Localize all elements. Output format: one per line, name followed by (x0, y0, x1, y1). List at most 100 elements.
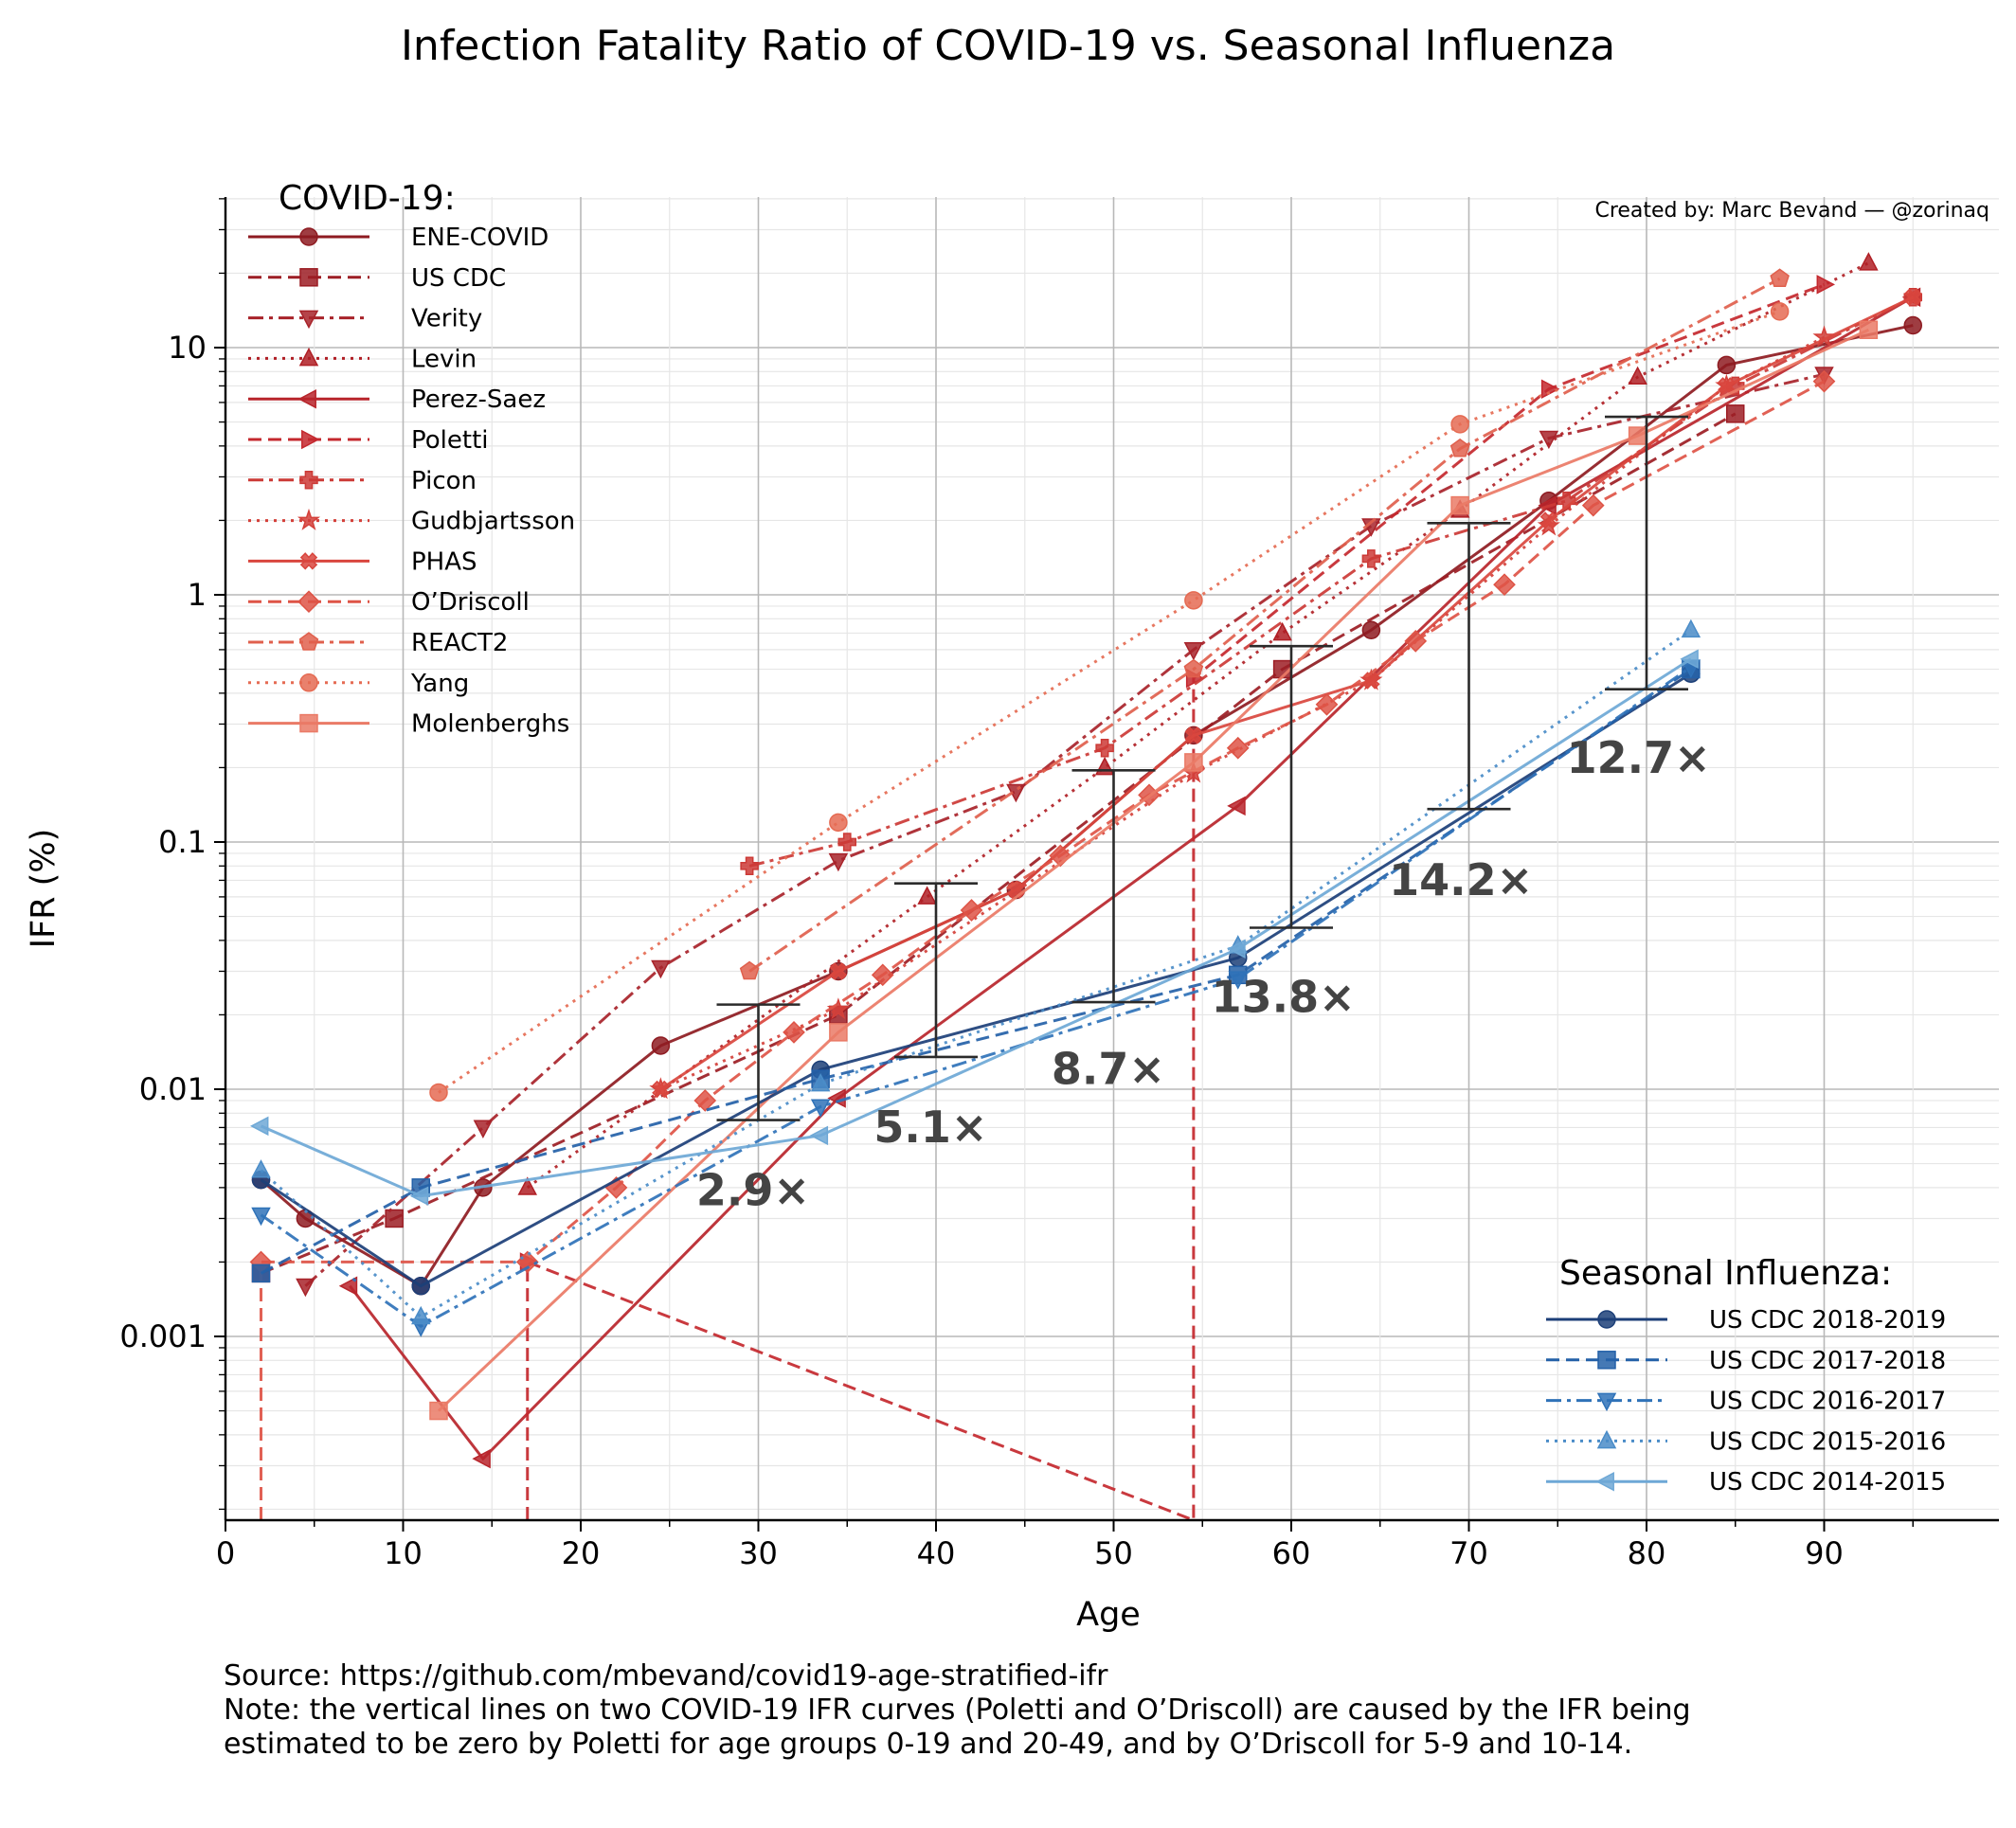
flu-data-point (251, 1159, 271, 1178)
covid-legend-label: US CDC (411, 264, 506, 293)
covid-data-point (1184, 726, 1203, 744)
flu-legend-item: US CDC 2015-2016 (1546, 1427, 1946, 1456)
flu-legend-swatch-marker (1595, 1471, 1614, 1492)
covid-legend-swatch-marker (297, 388, 316, 409)
covid-data-point (1770, 302, 1790, 321)
ratio-label: 2.9× (696, 1164, 810, 1215)
covid-legend-swatch-marker (297, 590, 320, 614)
covid-data-point (828, 852, 849, 872)
covid-data-point (1315, 692, 1339, 716)
covid-legend-label: Verity (411, 305, 482, 333)
flu-data-point (810, 1099, 831, 1118)
x-tick-label: 40 (917, 1535, 956, 1571)
covid-legend-item: REACT2 (248, 629, 508, 657)
covid-data-point (1581, 493, 1605, 517)
flu-data-point (1681, 618, 1701, 638)
covid-data-point (829, 962, 848, 980)
covid-legend: COVID-19: ENE-COVID US CDC Verity Levin Pere… (248, 179, 575, 739)
covid-data-point (296, 1278, 315, 1298)
covid-data-point (1726, 404, 1745, 423)
covid-series-0 (251, 315, 1922, 1296)
ratio-label: 5.1× (873, 1102, 987, 1153)
covid-legend-label: Molenberghs (411, 710, 569, 739)
chart-footer: Source: https://github.com/mbevand/covid… (224, 1659, 1976, 1762)
flu-legend-swatch-marker (1596, 1429, 1617, 1449)
covid-data-point (1859, 320, 1879, 339)
flu-legend-item: US CDC 2017-2018 (1546, 1347, 1946, 1375)
covid-data-point (1450, 495, 1469, 515)
covid-data-point (1812, 369, 1836, 393)
covid-data-point (1903, 315, 1922, 335)
flu-data-point (249, 1116, 269, 1137)
covid-legend-swatch-marker (298, 632, 319, 651)
covid-legend-swatch-marker (301, 429, 320, 450)
covid-legend-label: REACT2 (411, 629, 508, 657)
covid-legend-item: ENE-COVID (248, 224, 549, 252)
covid-data-point (1404, 629, 1428, 653)
covid-legend-swatch-marker (299, 471, 318, 490)
covid-data-point (385, 1209, 404, 1228)
ratio-annotation: 14.2× (1389, 522, 1533, 905)
x-tick-label: 50 (1094, 1535, 1133, 1571)
x-tick-label: 90 (1805, 1535, 1844, 1571)
flu-data-point (251, 1263, 271, 1283)
covid-legend-item: Verity (248, 305, 482, 333)
flu-series-line (260, 668, 1692, 1275)
covid-legend-item: Levin (248, 345, 477, 373)
footer-note-line-1: Note: the vertical lines on two COVID-19… (224, 1694, 1691, 1727)
covid-data-point (1717, 355, 1737, 375)
covid-series-line (437, 328, 1870, 1412)
covid-data-point (829, 813, 848, 833)
covid-data-point (693, 1089, 717, 1112)
flu-data-point (1227, 939, 1246, 959)
covid-legend-swatch-marker (298, 310, 319, 330)
covid-data-point (472, 1448, 491, 1469)
covid-series-5 (519, 275, 1836, 1523)
covid-data-point (960, 899, 983, 922)
ratio-label: 14.2× (1389, 854, 1533, 905)
covid-data-point (1539, 430, 1559, 450)
covid-data-point (338, 1276, 358, 1296)
covid-legend-swatch-marker (298, 347, 319, 367)
covid-data-point (1226, 736, 1250, 760)
flu-series-0 (251, 664, 1701, 1296)
flu-legend-label: US CDC 2014-2015 (1709, 1468, 1946, 1496)
flu-series-line (260, 672, 1692, 1288)
covid-legend-item: Picon (248, 467, 477, 495)
flu-legend-label: US CDC 2017-2018 (1709, 1347, 1946, 1375)
covid-series-4 (338, 287, 1921, 1469)
flu-data-point (411, 1305, 431, 1325)
flu-data-point (1680, 649, 1699, 670)
covid-data-point (1540, 379, 1560, 399)
ratio-annotation: 12.7× (1567, 415, 1711, 783)
footer-note-line-2: estimated to be zero by Poletti for age … (224, 1728, 1633, 1761)
y-tick-label: 1 (188, 577, 207, 613)
covid-data-point (829, 1023, 848, 1042)
covid-legend-swatch-marker (299, 713, 318, 733)
covid-legend-item: Gudbjartsson (248, 508, 575, 536)
ratio-annotation: 8.7× (1052, 769, 1165, 1094)
covid-data-point (1812, 325, 1836, 348)
covid-legend-item: Perez-Saez (248, 385, 546, 414)
covid-series-line (748, 277, 1781, 973)
x-tick-label: 20 (562, 1535, 601, 1571)
covid-series-11 (429, 302, 1790, 1102)
footer-source: Source: https://github.com/mbevand/covid… (224, 1659, 1108, 1693)
flu-legend-swatch-marker (1596, 1392, 1617, 1412)
y-tick-label: 0.001 (119, 1318, 207, 1354)
y-tick-label: 0.01 (139, 1071, 207, 1107)
covid-data-point (1539, 511, 1558, 529)
covid-series-line (260, 380, 1826, 1520)
covid-legend-item: PHAS (248, 547, 477, 576)
y-axis-label: IFR (%) (25, 829, 63, 948)
covid-legend-swatch-marker (299, 673, 318, 692)
covid-legend-label: O’Driscoll (411, 588, 530, 617)
x-tick-label: 80 (1628, 1535, 1666, 1571)
covid-legend-label: Levin (411, 345, 477, 373)
covid-data-point (429, 1401, 448, 1421)
covid-legend-swatch-marker (299, 227, 318, 246)
covid-data-point (651, 959, 671, 979)
covid-series-1 (251, 404, 1745, 1283)
covid-legend-label: Yang (410, 670, 469, 698)
covid-legend-swatch-marker (299, 552, 318, 570)
